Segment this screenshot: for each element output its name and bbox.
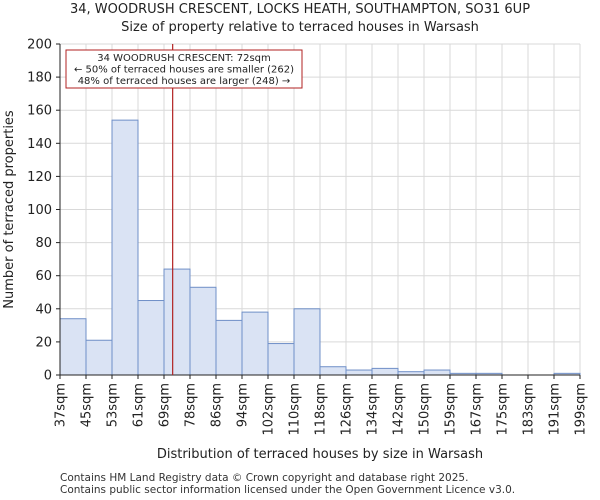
y-tick-label: 100 [27, 203, 52, 218]
y-tick-labels: 0 20 40 60 80 100 120 140 160 180 200 [27, 38, 60, 384]
x-tick-label: 45sqm [80, 383, 95, 427]
x-tick-label: 191sqm [548, 383, 563, 436]
x-tick-label: 37sqm [54, 383, 69, 427]
y-tick-label: 20 [35, 335, 52, 350]
histogram-bar [293, 308, 321, 376]
x-tick-label: 86sqm [210, 383, 225, 427]
annotation-line: 34 WOODRUSH CRESCENT: 72sqm [97, 53, 271, 64]
histogram-bar [215, 319, 243, 376]
y-tick-label: 180 [27, 71, 52, 86]
y-tick-label: 160 [27, 104, 52, 119]
x-tick-label: 102sqm [262, 383, 277, 436]
x-tick-label: 199sqm [574, 383, 589, 436]
histogram-bar [59, 318, 87, 376]
y-tick-label: 40 [35, 302, 52, 317]
histogram-bar [111, 119, 139, 376]
histogram-bars [59, 119, 581, 376]
y-tick-label: 60 [35, 269, 52, 284]
x-tick-label: 183sqm [522, 383, 537, 436]
y-axis-label: Number of terraced properties [2, 110, 17, 309]
x-tick-label: 142sqm [392, 383, 407, 436]
y-tick-label: 200 [27, 38, 52, 53]
histogram-bar [85, 339, 113, 376]
x-tick-label: 175sqm [496, 383, 511, 436]
histogram-bar [267, 343, 295, 376]
histogram-bar [163, 268, 191, 376]
x-tick-label: 53sqm [106, 383, 121, 427]
x-tick-label: 150sqm [418, 383, 433, 436]
x-tick-label: 110sqm [288, 383, 303, 436]
histogram-bar [319, 366, 347, 376]
histogram-bar [423, 369, 451, 376]
y-tick-label: 140 [27, 137, 52, 152]
x-tick-label: 118sqm [314, 383, 329, 436]
x-tick-label: 94sqm [236, 383, 251, 427]
annotation-box: 34 WOODRUSH CRESCENT: 72sqm← 50% of terr… [65, 49, 303, 89]
x-tick-label: 61sqm [132, 383, 147, 427]
x-tick-label: 78sqm [184, 383, 199, 427]
x-tick-label: 167sqm [470, 383, 485, 436]
chart-title: 34, WOODRUSH CRESCENT, LOCKS HEATH, SOUT… [69, 2, 531, 17]
histogram-bar [371, 367, 399, 376]
x-tick-label: 69sqm [158, 383, 173, 427]
x-axis-label: Distribution of terraced houses by size … [157, 447, 483, 462]
footer-copyright: Contains HM Land Registry data © Crown c… [60, 472, 469, 484]
x-tick-labels: 37sqm 45sqm 53sqm 61sqm 69sqm 78sqm 86sqm 94sqm… [54, 375, 589, 436]
histogram-bar [345, 369, 373, 376]
annotation-line: 48% of terraced houses are larger (248) … [78, 76, 291, 87]
x-tick-label: 134sqm [366, 383, 381, 436]
histogram-bar [137, 300, 165, 376]
y-tick-label: 0 [44, 369, 52, 384]
y-tick-label: 80 [35, 236, 52, 251]
histogram-bar [241, 311, 269, 376]
footer-licence: Contains public sector information licen… [60, 484, 516, 496]
histogram-bar [189, 286, 217, 376]
y-tick-label: 120 [27, 170, 52, 185]
annotation-frame [65, 49, 303, 89]
x-tick-label: 126sqm [340, 383, 355, 436]
x-tick-label: 159sqm [444, 383, 459, 436]
chart-subtitle: Size of property relative to terraced ho… [121, 20, 479, 35]
annotation-line: ← 50% of terraced houses are smaller (26… [74, 65, 294, 76]
